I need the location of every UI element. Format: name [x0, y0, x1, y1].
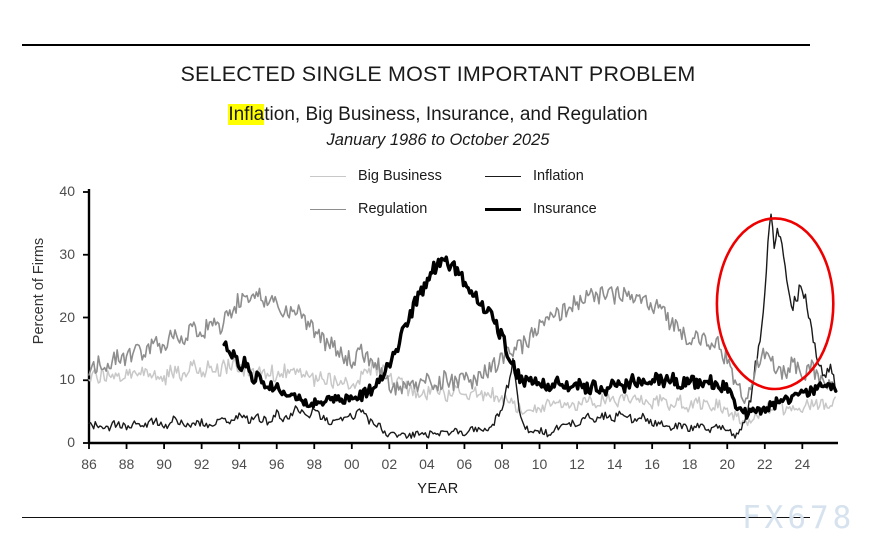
chart-subtitle: Inflation, Big Business, Insurance, and …: [0, 104, 876, 126]
page-title: SELECTED SINGLE MOST IMPORTANT PROBLEM: [180, 62, 696, 86]
x-tick-label: 92: [193, 456, 210, 472]
x-tick-label: 18: [681, 456, 698, 472]
legend-item-insurance: Insurance: [485, 200, 597, 218]
x-tick-label: 88: [118, 456, 135, 472]
chart-date-range: January 1986 to October 2025: [326, 131, 550, 149]
x-tick-label: 98: [306, 456, 323, 472]
legend-item-inflation: Inflation: [485, 167, 584, 185]
x-tick-label: 94: [231, 456, 247, 472]
legend-label: Inflation: [533, 168, 584, 184]
y-tick-label: 0: [67, 434, 75, 450]
legend-label: Insurance: [533, 201, 597, 217]
legend-swatch-insurance: [485, 207, 521, 211]
watermark: FX678: [742, 500, 856, 536]
legend-item-regulation: Regulation: [310, 200, 427, 218]
x-tick-label: 22: [756, 456, 773, 472]
subtitle-highlight: Infla: [228, 104, 265, 125]
annotation-highlight-ellipse: [715, 217, 835, 391]
series-line-inflation: [88, 213, 836, 439]
bottom-divider-rule: [22, 517, 810, 518]
chart-legend: Big Business Inflation Regulation Insurance: [310, 167, 620, 217]
subtitle-rest: tion, Big Business, Insurance, and Regul…: [264, 104, 648, 125]
y-tick-label: 20: [59, 308, 75, 325]
x-tick-label: 16: [644, 456, 660, 472]
series-line-regulation: [88, 286, 836, 405]
y-tick-label: 40: [59, 183, 75, 199]
legend-label: Regulation: [358, 201, 428, 217]
x-tick-label: 02: [381, 456, 398, 472]
legend-swatch-regulation: [310, 208, 346, 210]
y-tick-label: 10: [59, 371, 75, 388]
x-tick-label: 00: [344, 456, 360, 472]
series-line-big-business: [88, 357, 836, 427]
x-tick-label: 90: [156, 456, 172, 472]
x-tick-label: 24: [794, 456, 811, 472]
x-tick-label: 86: [81, 456, 97, 472]
legend-label: Big Business: [358, 168, 442, 184]
x-tick-label: 08: [494, 456, 510, 472]
series-line-insurance: [222, 255, 838, 420]
x-tick-label: 12: [569, 456, 585, 472]
x-tick-label: 04: [419, 456, 435, 472]
x-tick-label: 06: [456, 456, 473, 472]
legend-item-big-business: Big Business: [310, 167, 442, 185]
y-tick-label: 30: [59, 245, 75, 262]
legend-swatch-big-business: [310, 175, 346, 177]
x-tick-label: 96: [268, 456, 285, 472]
x-axis-label: YEAR: [417, 481, 459, 497]
legend-swatch-inflation: [485, 175, 521, 177]
x-tick-label: 14: [606, 456, 623, 472]
x-tick-label: 10: [531, 456, 548, 472]
top-divider-rule: [22, 44, 810, 46]
x-tick-label: 20: [719, 456, 736, 472]
